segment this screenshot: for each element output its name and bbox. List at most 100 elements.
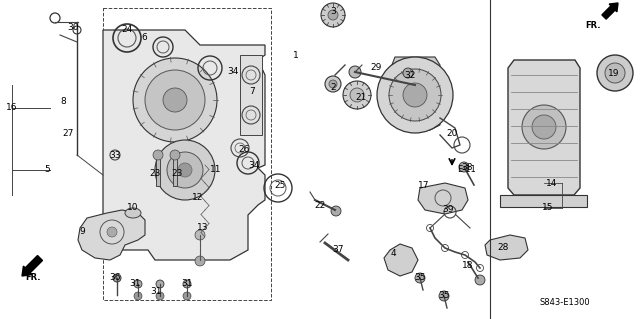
Text: 12: 12 bbox=[192, 194, 204, 203]
Text: 13: 13 bbox=[197, 224, 209, 233]
Text: 23: 23 bbox=[149, 168, 161, 177]
Circle shape bbox=[349, 66, 361, 78]
Circle shape bbox=[170, 150, 180, 160]
Polygon shape bbox=[384, 244, 418, 276]
Circle shape bbox=[156, 292, 164, 300]
Text: 31: 31 bbox=[150, 286, 162, 295]
Polygon shape bbox=[485, 235, 528, 260]
Circle shape bbox=[605, 63, 625, 83]
Circle shape bbox=[107, 227, 117, 237]
Text: 7: 7 bbox=[249, 87, 255, 97]
Text: 38: 38 bbox=[461, 162, 473, 172]
Text: 22: 22 bbox=[314, 201, 326, 210]
Text: 23: 23 bbox=[172, 168, 182, 177]
Circle shape bbox=[459, 162, 469, 172]
Circle shape bbox=[195, 256, 205, 266]
Circle shape bbox=[133, 58, 217, 142]
Text: 35: 35 bbox=[414, 273, 426, 283]
Polygon shape bbox=[508, 60, 580, 195]
Circle shape bbox=[167, 152, 203, 188]
Text: 3: 3 bbox=[330, 8, 336, 17]
Text: 25: 25 bbox=[275, 181, 285, 189]
Circle shape bbox=[328, 10, 338, 20]
Circle shape bbox=[522, 105, 566, 149]
Circle shape bbox=[597, 55, 633, 91]
Text: 30: 30 bbox=[67, 23, 79, 32]
Text: 15: 15 bbox=[542, 204, 554, 212]
Circle shape bbox=[321, 3, 345, 27]
Text: 5: 5 bbox=[44, 166, 50, 174]
Text: 31: 31 bbox=[129, 279, 141, 288]
Text: 11: 11 bbox=[211, 166, 221, 174]
Circle shape bbox=[155, 140, 215, 200]
Circle shape bbox=[403, 83, 427, 107]
Circle shape bbox=[183, 280, 191, 288]
Text: 20: 20 bbox=[446, 129, 458, 137]
Circle shape bbox=[145, 70, 205, 130]
Polygon shape bbox=[103, 30, 265, 260]
Bar bbox=[103, 8, 271, 300]
Circle shape bbox=[331, 206, 341, 216]
Bar bbox=[500, 195, 587, 207]
Circle shape bbox=[343, 81, 371, 109]
Polygon shape bbox=[388, 57, 440, 130]
Text: E-11: E-11 bbox=[457, 165, 476, 174]
Bar bbox=[240, 55, 262, 135]
Text: 34: 34 bbox=[227, 68, 239, 77]
Text: 36: 36 bbox=[109, 273, 121, 283]
Circle shape bbox=[134, 292, 142, 300]
Circle shape bbox=[163, 88, 187, 112]
Circle shape bbox=[389, 69, 441, 121]
Circle shape bbox=[377, 57, 453, 133]
FancyArrow shape bbox=[22, 256, 42, 276]
Text: 32: 32 bbox=[404, 70, 416, 79]
Polygon shape bbox=[78, 210, 145, 260]
Text: 17: 17 bbox=[419, 181, 429, 189]
Circle shape bbox=[178, 163, 192, 177]
Circle shape bbox=[113, 274, 121, 282]
Text: 21: 21 bbox=[355, 93, 367, 101]
Circle shape bbox=[532, 115, 556, 139]
Circle shape bbox=[134, 280, 142, 288]
Text: 31: 31 bbox=[181, 279, 193, 288]
Text: S843-E1300: S843-E1300 bbox=[540, 298, 590, 307]
Circle shape bbox=[439, 291, 449, 301]
Bar bbox=[173, 158, 177, 186]
Circle shape bbox=[156, 280, 164, 288]
Text: 28: 28 bbox=[497, 243, 509, 253]
Text: 29: 29 bbox=[371, 63, 381, 72]
Text: 1: 1 bbox=[293, 50, 299, 60]
Text: 14: 14 bbox=[547, 179, 557, 188]
Text: 34: 34 bbox=[248, 160, 260, 169]
Circle shape bbox=[183, 292, 191, 300]
Circle shape bbox=[153, 150, 163, 160]
Ellipse shape bbox=[125, 208, 141, 218]
Text: 39: 39 bbox=[442, 205, 454, 214]
Bar bbox=[156, 158, 160, 186]
Text: 8: 8 bbox=[60, 98, 66, 107]
FancyArrow shape bbox=[602, 3, 618, 19]
Polygon shape bbox=[418, 183, 468, 214]
Text: FR.: FR. bbox=[586, 21, 601, 30]
Text: 2: 2 bbox=[330, 83, 336, 92]
Circle shape bbox=[195, 230, 205, 240]
Text: 24: 24 bbox=[122, 26, 132, 34]
Circle shape bbox=[350, 88, 364, 102]
Text: 9: 9 bbox=[79, 227, 85, 236]
Circle shape bbox=[475, 275, 485, 285]
Text: 26: 26 bbox=[238, 145, 250, 154]
Text: 19: 19 bbox=[608, 69, 620, 78]
Circle shape bbox=[403, 68, 413, 78]
Circle shape bbox=[329, 80, 337, 88]
Circle shape bbox=[415, 273, 425, 283]
Text: 4: 4 bbox=[390, 249, 396, 258]
Text: 35: 35 bbox=[438, 291, 450, 300]
Text: 16: 16 bbox=[6, 103, 18, 113]
Text: 18: 18 bbox=[462, 261, 474, 270]
Text: 27: 27 bbox=[62, 129, 74, 137]
Text: 6: 6 bbox=[141, 33, 147, 41]
Text: FR.: FR. bbox=[25, 273, 40, 282]
Text: 33: 33 bbox=[109, 151, 121, 160]
Text: 10: 10 bbox=[127, 204, 139, 212]
Text: 37: 37 bbox=[332, 244, 344, 254]
